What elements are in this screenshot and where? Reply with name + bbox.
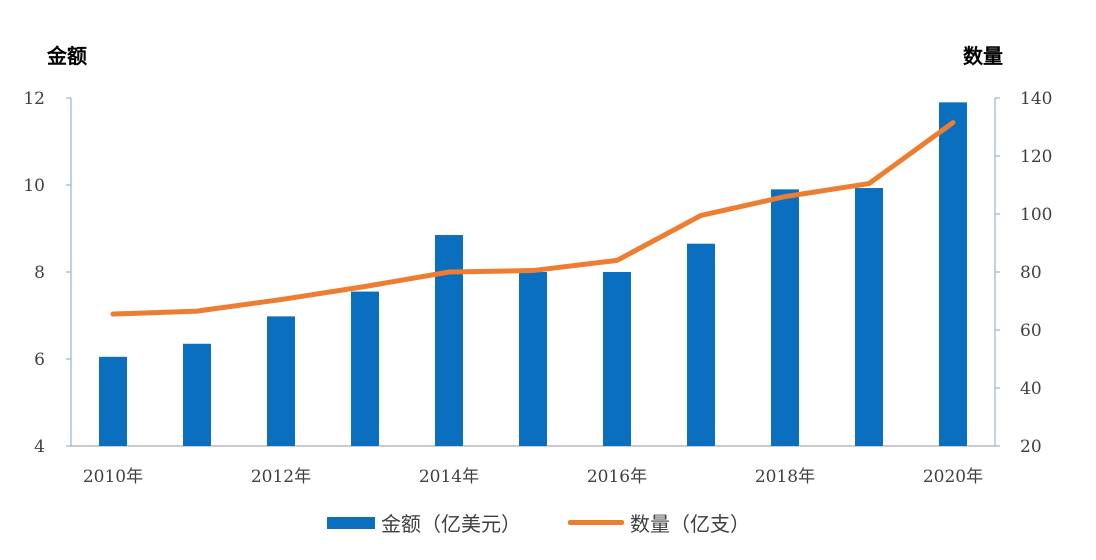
left-axis-title: 金额 bbox=[47, 44, 87, 68]
legend: 金额（亿美元） 数量（亿支） bbox=[0, 508, 1096, 538]
bar-2014 bbox=[435, 235, 463, 446]
x-tick-label: 2018年 bbox=[755, 467, 815, 487]
bar-2010 bbox=[99, 356, 127, 446]
left-tick-label: 8 bbox=[34, 263, 45, 283]
bar-2015 bbox=[519, 272, 547, 446]
bar-2017 bbox=[687, 243, 715, 446]
right-tick-label: 20 bbox=[1020, 437, 1042, 457]
right-axis-title: 数量 bbox=[963, 44, 1003, 68]
bar-2019 bbox=[855, 188, 883, 447]
legend-item-amount: 金额（亿美元） bbox=[327, 508, 521, 537]
left-tick-label: 12 bbox=[23, 89, 45, 109]
x-tick-label: 2020年 bbox=[923, 467, 983, 487]
x-tick-label: 2016年 bbox=[587, 467, 647, 487]
x-tick-label: 2012年 bbox=[251, 467, 311, 487]
right-tick-label: 140 bbox=[1020, 89, 1052, 109]
left-tick-label: 4 bbox=[34, 437, 45, 457]
x-tick-label: 2014年 bbox=[419, 467, 479, 487]
right-tick-label: 60 bbox=[1020, 321, 1042, 341]
x-tick-label: 2010年 bbox=[83, 467, 143, 487]
right-tick-label: 120 bbox=[1020, 147, 1052, 167]
legend-label-amount: 金额（亿美元） bbox=[381, 512, 521, 536]
bar-2013 bbox=[351, 291, 379, 446]
bar-2018 bbox=[771, 189, 799, 446]
bar-2012 bbox=[267, 316, 295, 446]
right-tick-label: 100 bbox=[1020, 205, 1052, 225]
bar-2016 bbox=[603, 272, 631, 446]
legend-label-count: 数量（亿支） bbox=[630, 512, 750, 536]
bar-2011 bbox=[183, 343, 211, 446]
legend-swatch-bar bbox=[327, 516, 375, 529]
right-tick-label: 40 bbox=[1020, 379, 1042, 399]
left-tick-label: 6 bbox=[34, 350, 45, 370]
legend-swatch-line bbox=[568, 520, 624, 525]
bar-2020 bbox=[939, 102, 967, 446]
left-tick-label: 10 bbox=[23, 176, 45, 196]
legend-item-count: 数量（亿支） bbox=[568, 508, 750, 537]
right-tick-label: 80 bbox=[1020, 263, 1042, 283]
